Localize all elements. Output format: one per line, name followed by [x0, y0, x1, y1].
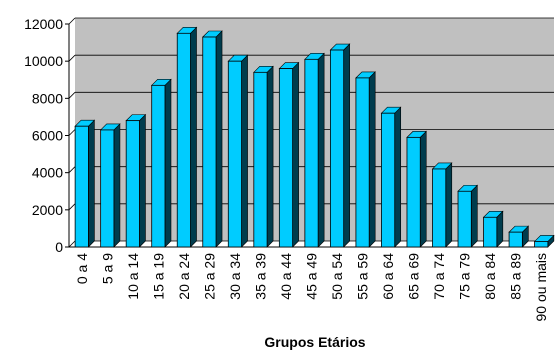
bar: [457, 184, 479, 248]
y-tick-label: 6000: [32, 128, 63, 144]
gridline-depth: [68, 240, 76, 248]
x-tick-label: 25 a 29: [201, 253, 217, 300]
y-tick-label: 0: [55, 239, 63, 255]
gridline-depth: [68, 129, 76, 136]
x-tick-label: 40 a 44: [278, 253, 294, 300]
bar: [150, 78, 172, 248]
bar-side: [292, 61, 299, 248]
bar: [329, 43, 351, 248]
bars: [74, 26, 555, 248]
bar-front: [457, 190, 472, 248]
bar: [508, 225, 530, 248]
gridline-depth: [68, 92, 76, 99]
y-tick-label: 2000: [32, 202, 63, 218]
bar-side: [139, 113, 146, 248]
bar: [176, 26, 198, 248]
bar-side: [190, 26, 197, 248]
gridline-depth: [68, 17, 76, 25]
bar-side: [445, 162, 453, 248]
x-tick-label: 45 a 49: [304, 253, 320, 300]
y-tick-label: 10000: [24, 53, 63, 69]
bar-front: [534, 241, 549, 248]
bar: [278, 61, 300, 248]
bar-side: [88, 119, 95, 248]
bar-front: [278, 68, 294, 248]
x-tick-label: 70 a 74: [431, 253, 447, 300]
bar-side: [113, 123, 121, 248]
x-tick-label: 50 a 54: [329, 253, 345, 300]
bar-side: [419, 130, 427, 248]
x-tick-label: 85 a 89: [508, 253, 524, 300]
bar: [74, 119, 96, 248]
y-tick-label: 12000: [24, 16, 63, 32]
bar: [380, 106, 402, 248]
bar-front: [432, 168, 447, 248]
gridline-depth: [68, 203, 76, 211]
x-tick-label: 55 a 59: [355, 253, 371, 300]
gridline-depth: [68, 166, 76, 173]
bar: [99, 123, 121, 248]
x-tick-label: 15 a 19: [150, 253, 166, 300]
x-tick-label: 80 a 84: [482, 253, 498, 300]
bar-side: [394, 106, 402, 248]
bar-front: [253, 71, 268, 248]
bar: [253, 65, 274, 248]
bar: [482, 210, 504, 248]
bar: [533, 234, 555, 248]
bar-side: [241, 54, 248, 248]
bar-side: [266, 65, 274, 248]
bar-front: [74, 125, 89, 248]
bar-front: [125, 120, 140, 248]
bar-front: [151, 84, 166, 248]
gridline-depth: [68, 54, 76, 62]
y-tick-label: 8000: [32, 90, 63, 106]
bar: [355, 71, 376, 248]
x-tick-label: 35 a 39: [252, 253, 268, 300]
bar-front: [483, 216, 498, 248]
x-tick-label: 0 a 4: [74, 253, 90, 284]
bar-side: [215, 30, 223, 248]
bar: [431, 162, 453, 248]
bar-front: [100, 129, 115, 248]
y-axis-ticks: 0 2000 4000 6000 8000 10000 12000: [24, 16, 69, 255]
x-tick-label: 20 a 24: [176, 253, 192, 300]
x-tick-label: 5 a 9: [99, 253, 115, 284]
bar-front: [381, 112, 396, 248]
bar-front: [227, 60, 242, 248]
bar-front: [355, 77, 370, 248]
x-tick-label: 30 a 34: [227, 253, 243, 300]
x-tick-label: 10 a 14: [125, 253, 141, 300]
x-tick-label: 65 a 69: [406, 253, 422, 300]
bar: [125, 113, 147, 248]
bar-front: [176, 32, 191, 248]
bar-side: [343, 43, 350, 248]
bar-front: [508, 231, 523, 248]
bar-side: [164, 78, 172, 248]
bar-front: [406, 136, 421, 248]
bar-front: [202, 36, 217, 248]
bar-side: [368, 71, 376, 248]
bar-front: [329, 49, 345, 248]
bar-side: [317, 52, 325, 248]
x-tick-label: 75 a 79: [457, 253, 473, 300]
bar: [406, 130, 427, 248]
bar: [227, 54, 249, 248]
bar: [304, 52, 325, 248]
x-axis-ticks: 0 a 4 5 a 9 10 a 14 15 a 19 20 a 24 25 a 29 30…: [74, 253, 549, 322]
bar-front: [304, 58, 319, 248]
x-tick-label: 90 ou mais: [533, 253, 549, 321]
bar: [202, 30, 223, 248]
x-tick-label: 60 a 64: [380, 253, 396, 300]
x-axis-label: Grupos Etários: [264, 334, 365, 350]
y-tick-label: 4000: [32, 165, 63, 181]
bar-side: [470, 184, 478, 248]
